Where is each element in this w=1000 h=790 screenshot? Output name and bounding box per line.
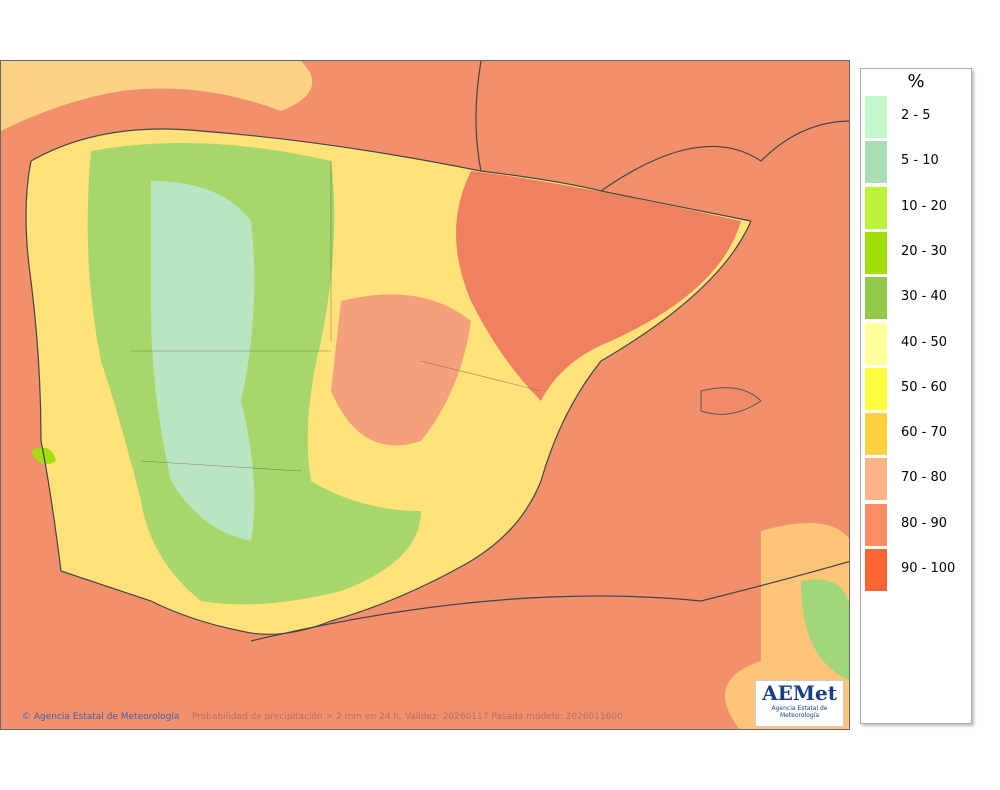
map-caption: Probabilidad de precipitación > 2 mm en … bbox=[192, 712, 623, 722]
legend-item: 20 - 30 bbox=[865, 231, 965, 274]
legend-label: 2 - 5 bbox=[901, 108, 931, 123]
legend-item: 50 - 60 bbox=[865, 367, 965, 410]
legend-swatch bbox=[865, 96, 887, 138]
legend-swatch bbox=[865, 549, 887, 591]
legend-swatch bbox=[865, 322, 887, 365]
legend-label: 90 - 100 bbox=[901, 561, 956, 576]
legend-item: 5 - 10 bbox=[865, 141, 965, 184]
legend-item: 40 - 50 bbox=[865, 322, 965, 365]
legend-label: 40 - 50 bbox=[901, 334, 948, 350]
legend-label: 80 - 90 bbox=[901, 515, 948, 531]
legend-swatch bbox=[865, 231, 887, 274]
legend-label: 5 - 10 bbox=[901, 153, 939, 169]
map-image bbox=[1, 61, 849, 729]
logo-name: AEMet bbox=[762, 681, 837, 705]
legend-item: 10 - 20 bbox=[865, 186, 965, 229]
legend-item: 60 - 70 bbox=[865, 413, 965, 456]
logo: AEMet Agencia Estatal de Meteorología bbox=[755, 680, 844, 727]
legend-label: 30 - 40 bbox=[901, 289, 948, 305]
legend: % 2 - 5 5 - 10 10 - 20 20 - 30 30 - 40 40 - 5… bbox=[860, 68, 972, 724]
legend-item: 2 - 5 bbox=[865, 96, 965, 138]
legend-swatch bbox=[865, 277, 887, 320]
legend-item: 90 - 100 bbox=[865, 549, 965, 591]
agency-credit: © Agencia Estatal de Meteorología bbox=[22, 712, 180, 722]
legend-label: 70 - 80 bbox=[901, 470, 948, 486]
legend-swatch bbox=[865, 503, 887, 546]
legend-swatch bbox=[865, 141, 887, 184]
legend-title: % bbox=[907, 71, 925, 92]
legend-label: 20 - 30 bbox=[901, 243, 948, 259]
legend-swatch bbox=[865, 367, 887, 410]
legend-label: 50 - 60 bbox=[901, 379, 948, 395]
legend-item: 80 - 90 bbox=[865, 503, 965, 546]
legend-swatch bbox=[865, 458, 887, 501]
map bbox=[0, 60, 850, 730]
legend-label: 10 - 20 bbox=[901, 198, 948, 214]
logo-subtitle: Agencia Estatal de Meteorología bbox=[771, 705, 828, 719]
legend-item: 70 - 80 bbox=[865, 458, 965, 501]
legend-item: 30 - 40 bbox=[865, 277, 965, 320]
legend-swatch bbox=[865, 186, 887, 229]
legend-swatch bbox=[865, 413, 887, 456]
legend-label: 60 - 70 bbox=[901, 425, 948, 441]
